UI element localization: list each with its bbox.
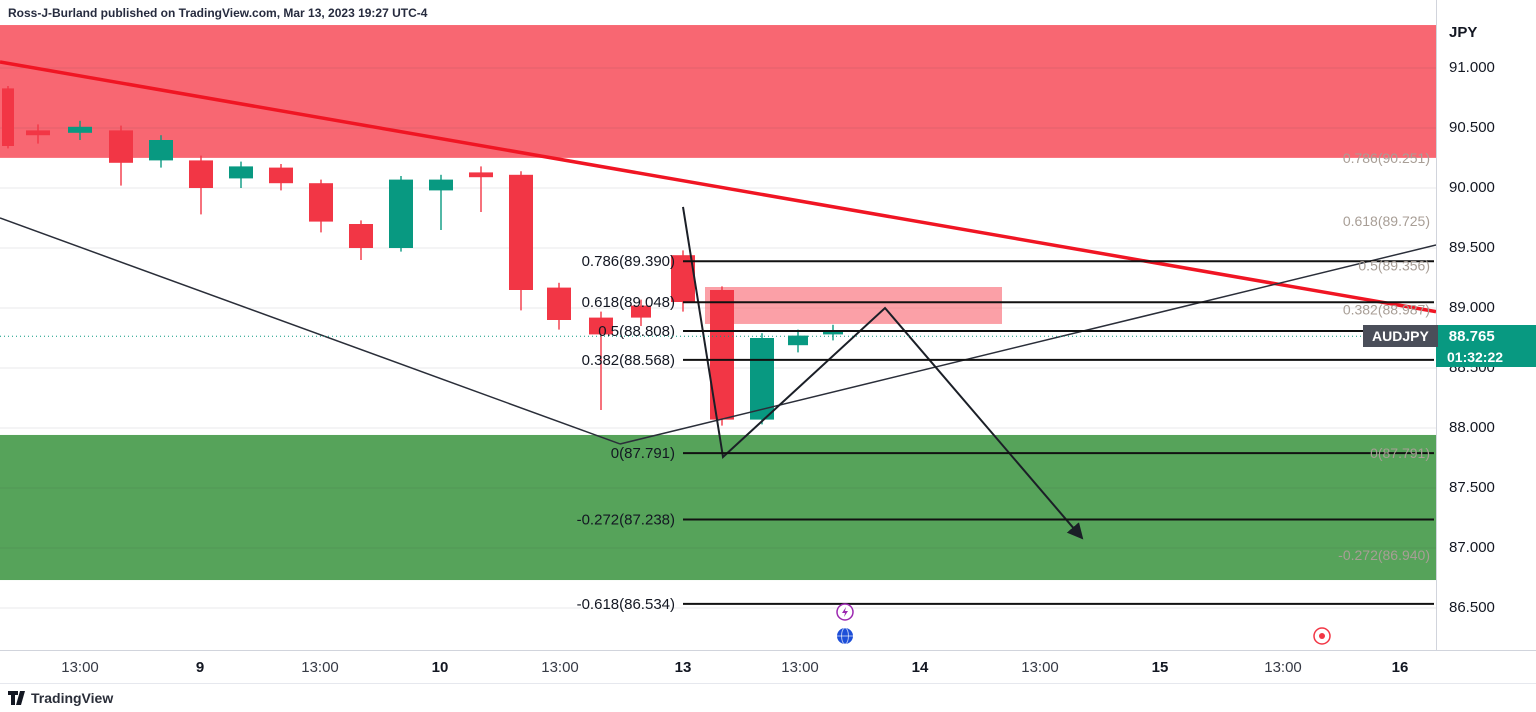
time-label: 10	[431, 659, 449, 676]
fib-label: 0(87.791)	[611, 445, 675, 462]
candle[interactable]	[589, 311, 613, 410]
tradingview-logo-icon[interactable]	[8, 691, 26, 705]
candle[interactable]	[229, 161, 253, 188]
candle[interactable]	[149, 135, 173, 168]
footer: TradingView	[8, 684, 113, 712]
v-right-trendline[interactable]	[619, 244, 1436, 445]
price-tick: 91.000	[1449, 59, 1495, 76]
candle[interactable]	[26, 124, 50, 144]
time-label: 13:00	[1021, 659, 1059, 676]
supply-zone[interactable]	[0, 25, 1436, 158]
price-axis-currency-label: JPY	[1449, 24, 1478, 41]
fib-label: 0.382(88.568)	[582, 352, 675, 369]
candle[interactable]	[788, 329, 808, 353]
fib-faded-label: 0.382(88.987)	[1343, 302, 1430, 318]
last-price-value: 88.765	[1437, 325, 1536, 347]
price-tick: 90.500	[1449, 119, 1495, 136]
fib-faded-label: 0.618(89.725)	[1343, 213, 1430, 229]
time-label: 13:00	[1264, 659, 1302, 676]
time-label: 13:00	[541, 659, 579, 676]
time-label: 13:00	[781, 659, 819, 676]
candle[interactable]	[750, 333, 774, 425]
candle[interactable]	[389, 176, 413, 252]
v-left-trendline[interactable]	[0, 217, 621, 445]
time-label: 13:00	[301, 659, 339, 676]
globe-event-icon[interactable]	[837, 627, 853, 645]
resistance-trendline[interactable]	[0, 60, 1436, 314]
tradingview-wordmark[interactable]: TradingView	[31, 690, 114, 706]
price-tick: 87.000	[1449, 539, 1495, 556]
candle[interactable]	[349, 220, 373, 260]
candle[interactable]	[309, 179, 333, 233]
candle[interactable]	[68, 120, 92, 140]
price-tick: 89.000	[1449, 299, 1495, 316]
time-label: 13	[674, 659, 692, 676]
fib-faded-label: 0(87.791)	[1370, 445, 1430, 461]
fib-label: 0.786(89.390)	[582, 253, 675, 270]
candle[interactable]	[823, 324, 843, 341]
price-tick: 86.500	[1449, 599, 1495, 616]
candle[interactable]	[2, 86, 14, 149]
symbol-label: AUDJPY	[1363, 325, 1438, 347]
dot-event-icon[interactable]	[1313, 627, 1331, 645]
fib-label: -0.272(87.238)	[577, 511, 675, 528]
fib-label: -0.618(86.534)	[577, 596, 675, 613]
fib-faded-label: 0.5(89.356)	[1358, 257, 1430, 273]
candle[interactable]	[429, 174, 453, 230]
price-tick: 89.500	[1449, 239, 1495, 256]
time-label: 16	[1391, 659, 1409, 676]
time-axis[interactable]: 13:00 9 13:00 10 13:00 13 13:00 14 13:00 15 13:00 1…	[0, 650, 1536, 684]
fib-faded-label: -0.272(86.940)	[1338, 547, 1430, 563]
time-label: 9	[195, 659, 205, 676]
price-tick: 87.500	[1449, 479, 1495, 496]
demand-zone[interactable]	[0, 434, 1436, 581]
supply-box[interactable]	[705, 287, 1002, 324]
candle[interactable]	[109, 125, 133, 186]
price-badge: AUDJPY 88.765	[1363, 325, 1536, 347]
candle[interactable]	[509, 171, 533, 311]
fib-faded-label: 0.786(90.251)	[1343, 150, 1430, 166]
candle[interactable]	[269, 164, 293, 191]
lightning-event-icon[interactable]	[836, 603, 854, 621]
fib-label: 0.618(89.048)	[582, 294, 675, 311]
attribution-text: Ross-J-Burland published on TradingView.…	[8, 6, 428, 20]
price-tick: 88.000	[1449, 419, 1495, 436]
candle[interactable]	[189, 155, 213, 215]
candle[interactable]	[710, 286, 734, 426]
time-label: 13:00	[61, 659, 99, 676]
time-label: 15	[1151, 659, 1169, 676]
fib-label: 0.5(88.808)	[598, 323, 675, 340]
candle[interactable]	[547, 282, 571, 330]
price-chart-canvas[interactable]: 0.786(89.390) 0.618(89.048) 0.5(88.808) 0.3…	[0, 0, 1436, 650]
time-label: 14	[911, 659, 929, 676]
candle[interactable]	[469, 166, 493, 212]
bar-countdown: 01:32:22	[1436, 347, 1536, 367]
price-tick: 90.000	[1449, 179, 1495, 196]
candle[interactable]	[631, 299, 651, 326]
